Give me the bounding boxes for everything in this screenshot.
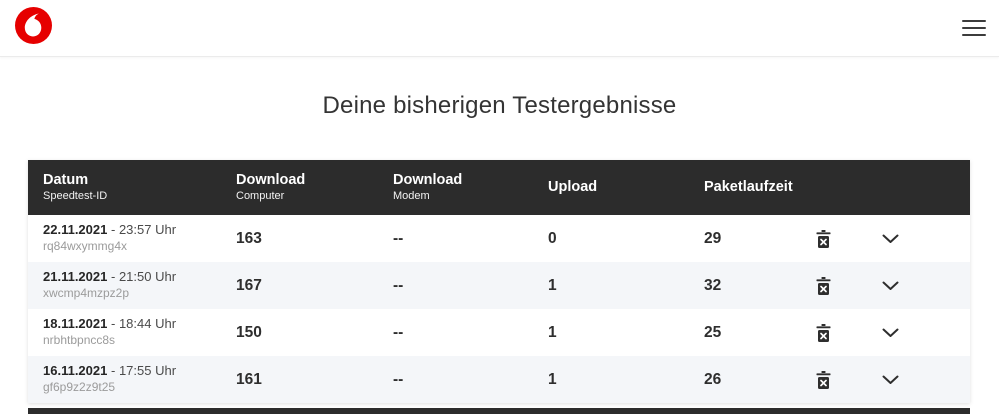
row-date: 16.11.2021 (43, 363, 108, 379)
row-date: 22.11.2021 (43, 222, 108, 238)
expand-row-button[interactable] (875, 318, 905, 348)
table-row: 22.11.2021 - 23:57 Uhr rq84wxymmg4x 163 … (28, 215, 970, 262)
column-header-datum: Datum Speedtest-ID (43, 172, 108, 203)
chevron-down-icon (882, 281, 898, 290)
table-row: 21.11.2021 - 21:50 Uhr xwcmp4mzpz2p 167 … (28, 262, 970, 309)
table-header-row: Datum Speedtest-ID Download Computer Dow… (28, 160, 970, 215)
row-date-separator: - (110, 222, 116, 238)
row-download-computer: 163 (236, 229, 262, 247)
row-upload: 1 (548, 370, 557, 388)
row-paketlaufzeit: 26 (704, 370, 722, 388)
row-paketlaufzeit: 32 (704, 276, 722, 294)
speedtest-results-table: Datum Speedtest-ID Download Computer Dow… (28, 160, 970, 403)
table-row: 16.11.2021 - 17:55 Uhr gf6p9z2z9t25 161 … (28, 356, 970, 403)
trash-x-icon (816, 323, 830, 342)
trash-x-icon (816, 276, 830, 295)
row-paketlaufzeit: 25 (704, 323, 722, 341)
row-time: 18:44 Uhr (118, 316, 177, 332)
row-download-computer: 161 (236, 370, 262, 388)
next-section-edge (28, 408, 970, 414)
row-date: 18.11.2021 (43, 316, 108, 332)
row-upload: 1 (548, 276, 557, 294)
row-date: 21.11.2021 (43, 269, 108, 285)
row-time: 17:55 Uhr (118, 363, 177, 379)
delete-row-button[interactable] (808, 271, 838, 301)
row-download-computer: 167 (236, 276, 262, 294)
row-speedtest-id: nrbhtbpncc8s (43, 333, 116, 348)
expand-row-button[interactable] (875, 365, 905, 395)
row-upload: 0 (548, 229, 557, 247)
row-download-modem: -- (393, 229, 404, 247)
row-date-cell: 22.11.2021 - 23:57 Uhr rq84wxymmg4x (43, 222, 236, 254)
table-body: 22.11.2021 - 23:57 Uhr rq84wxymmg4x 163 … (28, 215, 970, 403)
column-header-upload: Upload (548, 179, 598, 196)
row-download-modem: -- (393, 276, 404, 294)
row-date-separator: - (110, 363, 116, 379)
chevron-down-icon (882, 234, 898, 243)
hamburger-icon (962, 19, 986, 23)
expand-row-button[interactable] (875, 224, 905, 254)
top-nav (0, 0, 999, 57)
expand-row-button[interactable] (875, 271, 905, 301)
row-speedtest-id: rq84wxymmg4x (43, 239, 128, 254)
delete-row-button[interactable] (808, 365, 838, 395)
row-time: 21:50 Uhr (118, 269, 177, 285)
delete-row-button[interactable] (808, 318, 838, 348)
row-time: 23:57 Uhr (118, 222, 177, 238)
column-header-download-computer: Download Computer (236, 172, 306, 203)
row-speedtest-id: gf6p9z2z9t25 (43, 380, 116, 395)
row-date-separator: - (110, 316, 116, 332)
trash-x-icon (816, 229, 830, 248)
row-date-cell: 18.11.2021 - 18:44 Uhr nrbhtbpncc8s (43, 316, 236, 348)
row-upload: 1 (548, 323, 557, 341)
row-speedtest-id: xwcmp4mzpz2p (43, 286, 130, 301)
column-header-download-modem: Download Modem (393, 172, 463, 203)
table-row: 18.11.2021 - 18:44 Uhr nrbhtbpncc8s 150 … (28, 309, 970, 356)
chevron-down-icon (882, 375, 898, 384)
row-paketlaufzeit: 29 (704, 229, 722, 247)
column-header-paketlaufzeit: Paketlaufzeit (704, 179, 793, 196)
row-download-modem: -- (393, 370, 404, 388)
trash-x-icon (816, 370, 830, 389)
delete-row-button[interactable] (808, 224, 838, 254)
hamburger-menu-button[interactable] (955, 14, 993, 42)
chevron-down-icon (882, 328, 898, 337)
vodafone-logo-icon[interactable] (15, 7, 52, 44)
page-title: Deine bisherigen Testergebnisse (322, 92, 677, 119)
row-date-cell: 16.11.2021 - 17:55 Uhr gf6p9z2z9t25 (43, 363, 236, 395)
row-download-computer: 150 (236, 323, 262, 341)
row-date-cell: 21.11.2021 - 21:50 Uhr xwcmp4mzpz2p (43, 269, 236, 301)
row-date-separator: - (110, 269, 116, 285)
row-download-modem: -- (393, 323, 404, 341)
